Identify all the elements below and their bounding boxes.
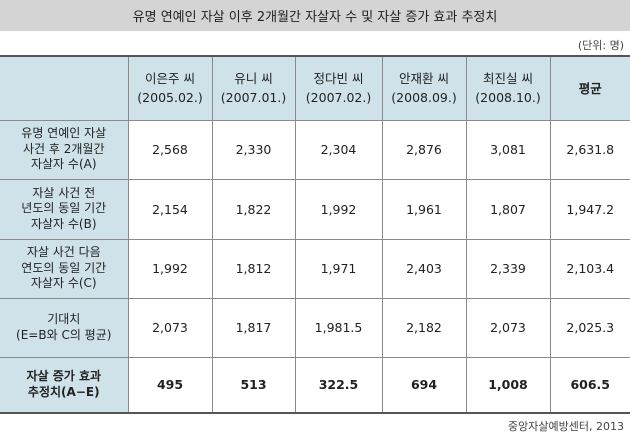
unit-note: (단위: 명) <box>577 39 624 52</box>
row-label-line: 자살 증가 효과 <box>26 369 102 384</box>
row-label-line: 자살자 수(A) <box>30 157 97 172</box>
table-cell: 1,817 <box>211 297 296 358</box>
column-header-name: 평균 <box>578 80 602 96</box>
table-row: 유명 연예인 자살 사건 후 2개월간 자살자 수(A) 2,568 2,330… <box>0 119 630 180</box>
header-row: 이은주 씨 (2005.02.) 유니 씨 (2007.01.) 정다빈 씨 (… <box>0 55 630 121</box>
table-cell: 1,981.5 <box>294 297 383 358</box>
table-cell: 2,568 <box>127 119 213 180</box>
row-label-line: 자살자 수(C) <box>30 276 97 291</box>
row-label: 유명 연예인 자살 사건 후 2개월간 자살자 수(A) <box>0 119 129 180</box>
row-label: 기대치 (E=B와 C의 평균) <box>0 297 129 358</box>
table-title: 유명 연예인 자살 이후 2개월간 자살자 수 및 자살 증가 효과 추정치 <box>0 0 630 31</box>
table-cell: 2,631.8 <box>549 119 630 180</box>
row-label-line: 자살 사건 다음 <box>26 245 101 260</box>
table-cell: 2,876 <box>381 119 467 180</box>
row-label: 자살 증가 효과 추정치(A−E) <box>0 356 129 414</box>
row-label-line: 유명 연예인 자살 <box>21 126 107 141</box>
table-cell: 3,081 <box>465 119 551 180</box>
table-cell: 1,961 <box>381 178 467 240</box>
table-cell: 2,073 <box>465 297 551 358</box>
table-cell: 1,992 <box>294 178 383 240</box>
row-label-line: 자살 사건 전 <box>32 185 96 200</box>
table-cell: 1,008 <box>465 356 551 414</box>
table-cell: 2,182 <box>381 297 467 358</box>
column-header: 유니 씨 (2007.01.) <box>211 55 296 121</box>
row-label-line: 기대치 <box>47 311 81 326</box>
row-label-line: 추정치(A−E) <box>27 384 100 399</box>
column-header-name: 이은주 씨 <box>145 70 195 86</box>
table-row-total: 자살 증가 효과 추정치(A−E) 495 513 322.5 694 1,00… <box>0 356 630 414</box>
table-cell: 2,330 <box>211 119 296 180</box>
table-cell: 2,339 <box>465 238 551 299</box>
table-cell: 1,947.2 <box>549 178 630 240</box>
column-header-date: (2008.09.) <box>391 90 457 106</box>
column-header-date: (2007.01.) <box>220 90 287 106</box>
column-header-date: (2005.02.) <box>137 90 203 106</box>
column-header: 안재환 씨 (2008.09.) <box>381 55 467 121</box>
table-cell: 1,822 <box>211 178 296 240</box>
column-header-date: (2007.02.) <box>305 90 372 106</box>
table-cell: 2,073 <box>127 297 213 358</box>
table-row: 자살 사건 다음 연도의 동일 기간 자살자 수(C) 1,992 1,812 … <box>0 238 630 299</box>
table-cell: 2,304 <box>294 119 383 180</box>
table-cell: 2,103.4 <box>549 238 630 299</box>
table-cell: 1,812 <box>211 238 296 299</box>
row-label-line: 사건 후 2개월간 <box>22 141 105 156</box>
row-label-line: 연도의 동일 기간 <box>21 260 107 275</box>
row-label: 자살 사건 다음 연도의 동일 기간 자살자 수(C) <box>0 238 129 299</box>
table-cell: 694 <box>381 356 467 414</box>
table-row: 기대치 (E=B와 C의 평균) 2,073 1,817 1,981.5 2,1… <box>0 297 630 358</box>
table-title-text: 유명 연예인 자살 이후 2개월간 자살자 수 및 자살 증가 효과 추정치 <box>132 10 498 25</box>
column-header-name: 유니 씨 <box>234 70 273 86</box>
column-header-name: 정다빈 씨 <box>313 70 364 86</box>
table-cell: 2,403 <box>381 238 467 299</box>
row-label: 자살 사건 전 년도의 동일 기간 자살자 수(B) <box>0 178 129 240</box>
table-cell: 2,025.3 <box>549 297 630 358</box>
table-cell: 1,992 <box>127 238 213 299</box>
source-note: 중앙자살예방센터, 2013 <box>508 420 624 433</box>
column-header: 이은주 씨 (2005.02.) <box>127 55 213 121</box>
table-cell: 322.5 <box>294 356 383 414</box>
table-cell: 1,807 <box>465 178 551 240</box>
column-header: 최진실 씨 (2008.10.) <box>465 55 551 121</box>
table-cell: 2,154 <box>127 178 213 240</box>
row-label-line: (E=B와 C의 평균) <box>16 327 112 342</box>
table-cell: 513 <box>211 356 296 414</box>
row-label-line: 자살자 수(B) <box>30 216 97 231</box>
column-header-date: (2008.10.) <box>475 90 541 106</box>
table-cell: 495 <box>127 356 213 414</box>
column-header-average: 평균 <box>549 55 630 121</box>
column-header: 정다빈 씨 (2007.02.) <box>294 55 383 121</box>
column-header-name: 안재환 씨 <box>399 70 449 86</box>
table-cell: 606.5 <box>549 356 630 414</box>
column-header-name: 최진실 씨 <box>483 70 533 86</box>
table-cell: 1,971 <box>294 238 383 299</box>
data-table: 이은주 씨 (2005.02.) 유니 씨 (2007.01.) 정다빈 씨 (… <box>0 55 630 414</box>
header-corner-cell <box>0 55 129 121</box>
table-row: 자살 사건 전 년도의 동일 기간 자살자 수(B) 2,154 1,822 1… <box>0 178 630 240</box>
row-label-line: 년도의 동일 기간 <box>21 201 107 216</box>
